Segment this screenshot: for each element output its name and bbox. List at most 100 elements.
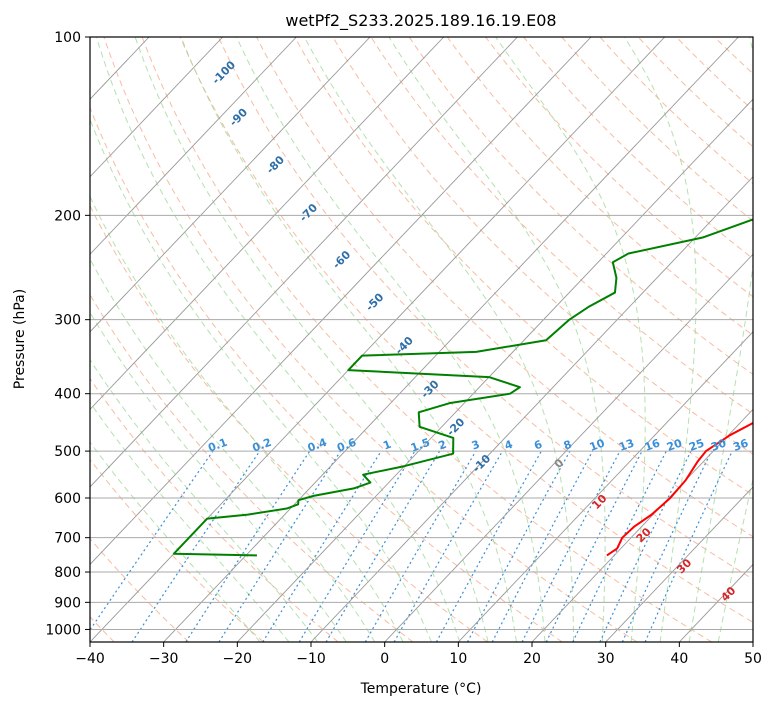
y-tick-label: 1000	[45, 622, 81, 638]
moist-adiabat-line	[236, 37, 546, 642]
y-tick-label: 700	[54, 531, 81, 547]
dry-adiabat-line	[90, 204, 488, 642]
dry-adiabat-line	[90, 293, 414, 642]
x-tick-label: −20	[223, 651, 253, 667]
moist-adiabat-line	[90, 441, 261, 642]
mixing-ratio-line	[621, 450, 713, 642]
y-tick-label: 400	[54, 387, 81, 403]
moist-adiabat-line	[95, 37, 461, 642]
isotherm-line	[384, 253, 753, 642]
axes: −40 −30 −20 −10 0 10 20 30 40 5010020030040050060…	[45, 30, 762, 667]
moist-adiabat-line	[303, 37, 575, 642]
dry-adiabat-line	[90, 106, 563, 642]
mixing-ratio-line	[491, 450, 594, 642]
mixing-ratio-label: 20	[665, 436, 684, 454]
mixing-ratio-label: 16	[643, 436, 662, 454]
mixing-ratio-label: 1.5	[409, 436, 432, 455]
mixing-ratio-line	[325, 450, 441, 642]
y-tick-label: 200	[54, 208, 81, 224]
mixing-ratio-label: 4	[503, 438, 515, 453]
mixing-ratio-label: 1	[381, 438, 393, 453]
dewpoint-profile-line	[172, 218, 753, 557]
dry-adiabat-line	[90, 458, 264, 642]
mixing-ratio-label: 25	[687, 436, 706, 453]
isotherm-line	[90, 37, 224, 178]
mixing-ratio-line	[466, 450, 571, 642]
y-tick-label: 300	[54, 313, 81, 329]
dry-adiabat-line	[370, 37, 753, 415]
x-tick-label: −10	[296, 651, 326, 667]
isotherm-line	[90, 37, 518, 488]
x-tick-label: 20	[523, 651, 541, 667]
mixing-ratio-label: 10	[588, 436, 607, 454]
y-tick-label: 100	[54, 30, 81, 46]
dry-adiabat-line	[179, 37, 753, 623]
x-tick-label: 10	[449, 651, 467, 667]
isotherm-line	[163, 37, 739, 642]
isotherm-line	[458, 331, 753, 642]
mixing-ratio-line	[131, 450, 261, 642]
mixing-ratio-label: 36	[731, 436, 750, 454]
y-tick-label: 500	[54, 444, 81, 460]
chart-title: wetPf2_S233.2025.189.16.19.E08	[285, 11, 556, 31]
dry-adiabat-line	[141, 37, 712, 642]
mixing-ratio-label: 0.4	[306, 436, 329, 455]
isotherm-line	[90, 37, 297, 255]
moist-adiabat-line	[180, 37, 517, 642]
dry-adiabat-line	[485, 37, 753, 298]
mixing-ratio-line	[393, 450, 504, 642]
background-lines	[90, 37, 753, 642]
mixing-ratio-line	[599, 450, 692, 642]
moist-adiabat-line	[688, 37, 753, 642]
x-tick-label: 0	[380, 651, 389, 667]
isotherm-line	[90, 37, 445, 411]
mixing-ratio-label: 0.2	[251, 436, 274, 455]
moist-adiabat-line	[388, 37, 606, 642]
mixing-ratio-label: 13	[617, 436, 636, 453]
y-axis-label: Pressure (hPa)	[12, 289, 28, 389]
moist-adiabat-line	[90, 401, 290, 642]
mixing-ratio-label: 3	[470, 438, 482, 453]
isotherm-line	[531, 408, 753, 642]
y-tick-label: 600	[54, 491, 81, 507]
isotherm-line	[237, 98, 753, 642]
x-tick-label: 50	[744, 651, 762, 667]
profile-series	[172, 218, 753, 557]
dry-adiabat-line	[637, 37, 753, 148]
mixing-ratio-label: 30	[709, 436, 728, 454]
plot-frame	[89, 36, 754, 643]
mixing-ratio-label: 0.1	[206, 436, 229, 455]
isotherm-line	[605, 486, 753, 642]
moist-adiabat-line	[624, 37, 697, 642]
dry-adiabat-line	[408, 37, 753, 375]
y-tick-label: 900	[54, 595, 81, 611]
moist-adiabat-line	[90, 311, 347, 642]
mixing-ratio-line	[364, 450, 477, 642]
isotherm-line	[310, 176, 753, 642]
mixing-ratio-line	[90, 450, 214, 631]
x-tick-label: 40	[670, 651, 688, 667]
moist-adiabat-line	[717, 476, 753, 642]
mixing-ratio-line	[298, 450, 416, 642]
moist-adiabat-line	[495, 37, 646, 642]
mixing-ratio-line	[435, 450, 542, 642]
mixing-ratio-label: 6	[532, 438, 544, 453]
dry-adiabat-line	[217, 37, 753, 580]
mixing-ratio-label: 0.6	[335, 436, 358, 455]
isotherm-line	[90, 37, 592, 566]
moist-adiabat-line	[90, 258, 376, 642]
mixing-ratio-label: 2	[437, 438, 449, 453]
dry-adiabat-line	[599, 37, 753, 185]
moist-adiabat-line	[90, 358, 319, 642]
dry-adiabat-line	[294, 37, 753, 496]
dry-adiabat-line	[103, 37, 638, 642]
temperature-profile-line	[606, 421, 753, 557]
moist-adiabat-line	[134, 37, 489, 642]
x-axis-label: Temperature (°C)	[360, 681, 482, 697]
x-tick-label: 30	[597, 651, 615, 667]
mixing-ratio-line	[262, 450, 382, 642]
isotherm-line	[90, 37, 371, 333]
dry-adiabat-line	[446, 37, 753, 336]
x-tick-label: −30	[149, 651, 179, 667]
